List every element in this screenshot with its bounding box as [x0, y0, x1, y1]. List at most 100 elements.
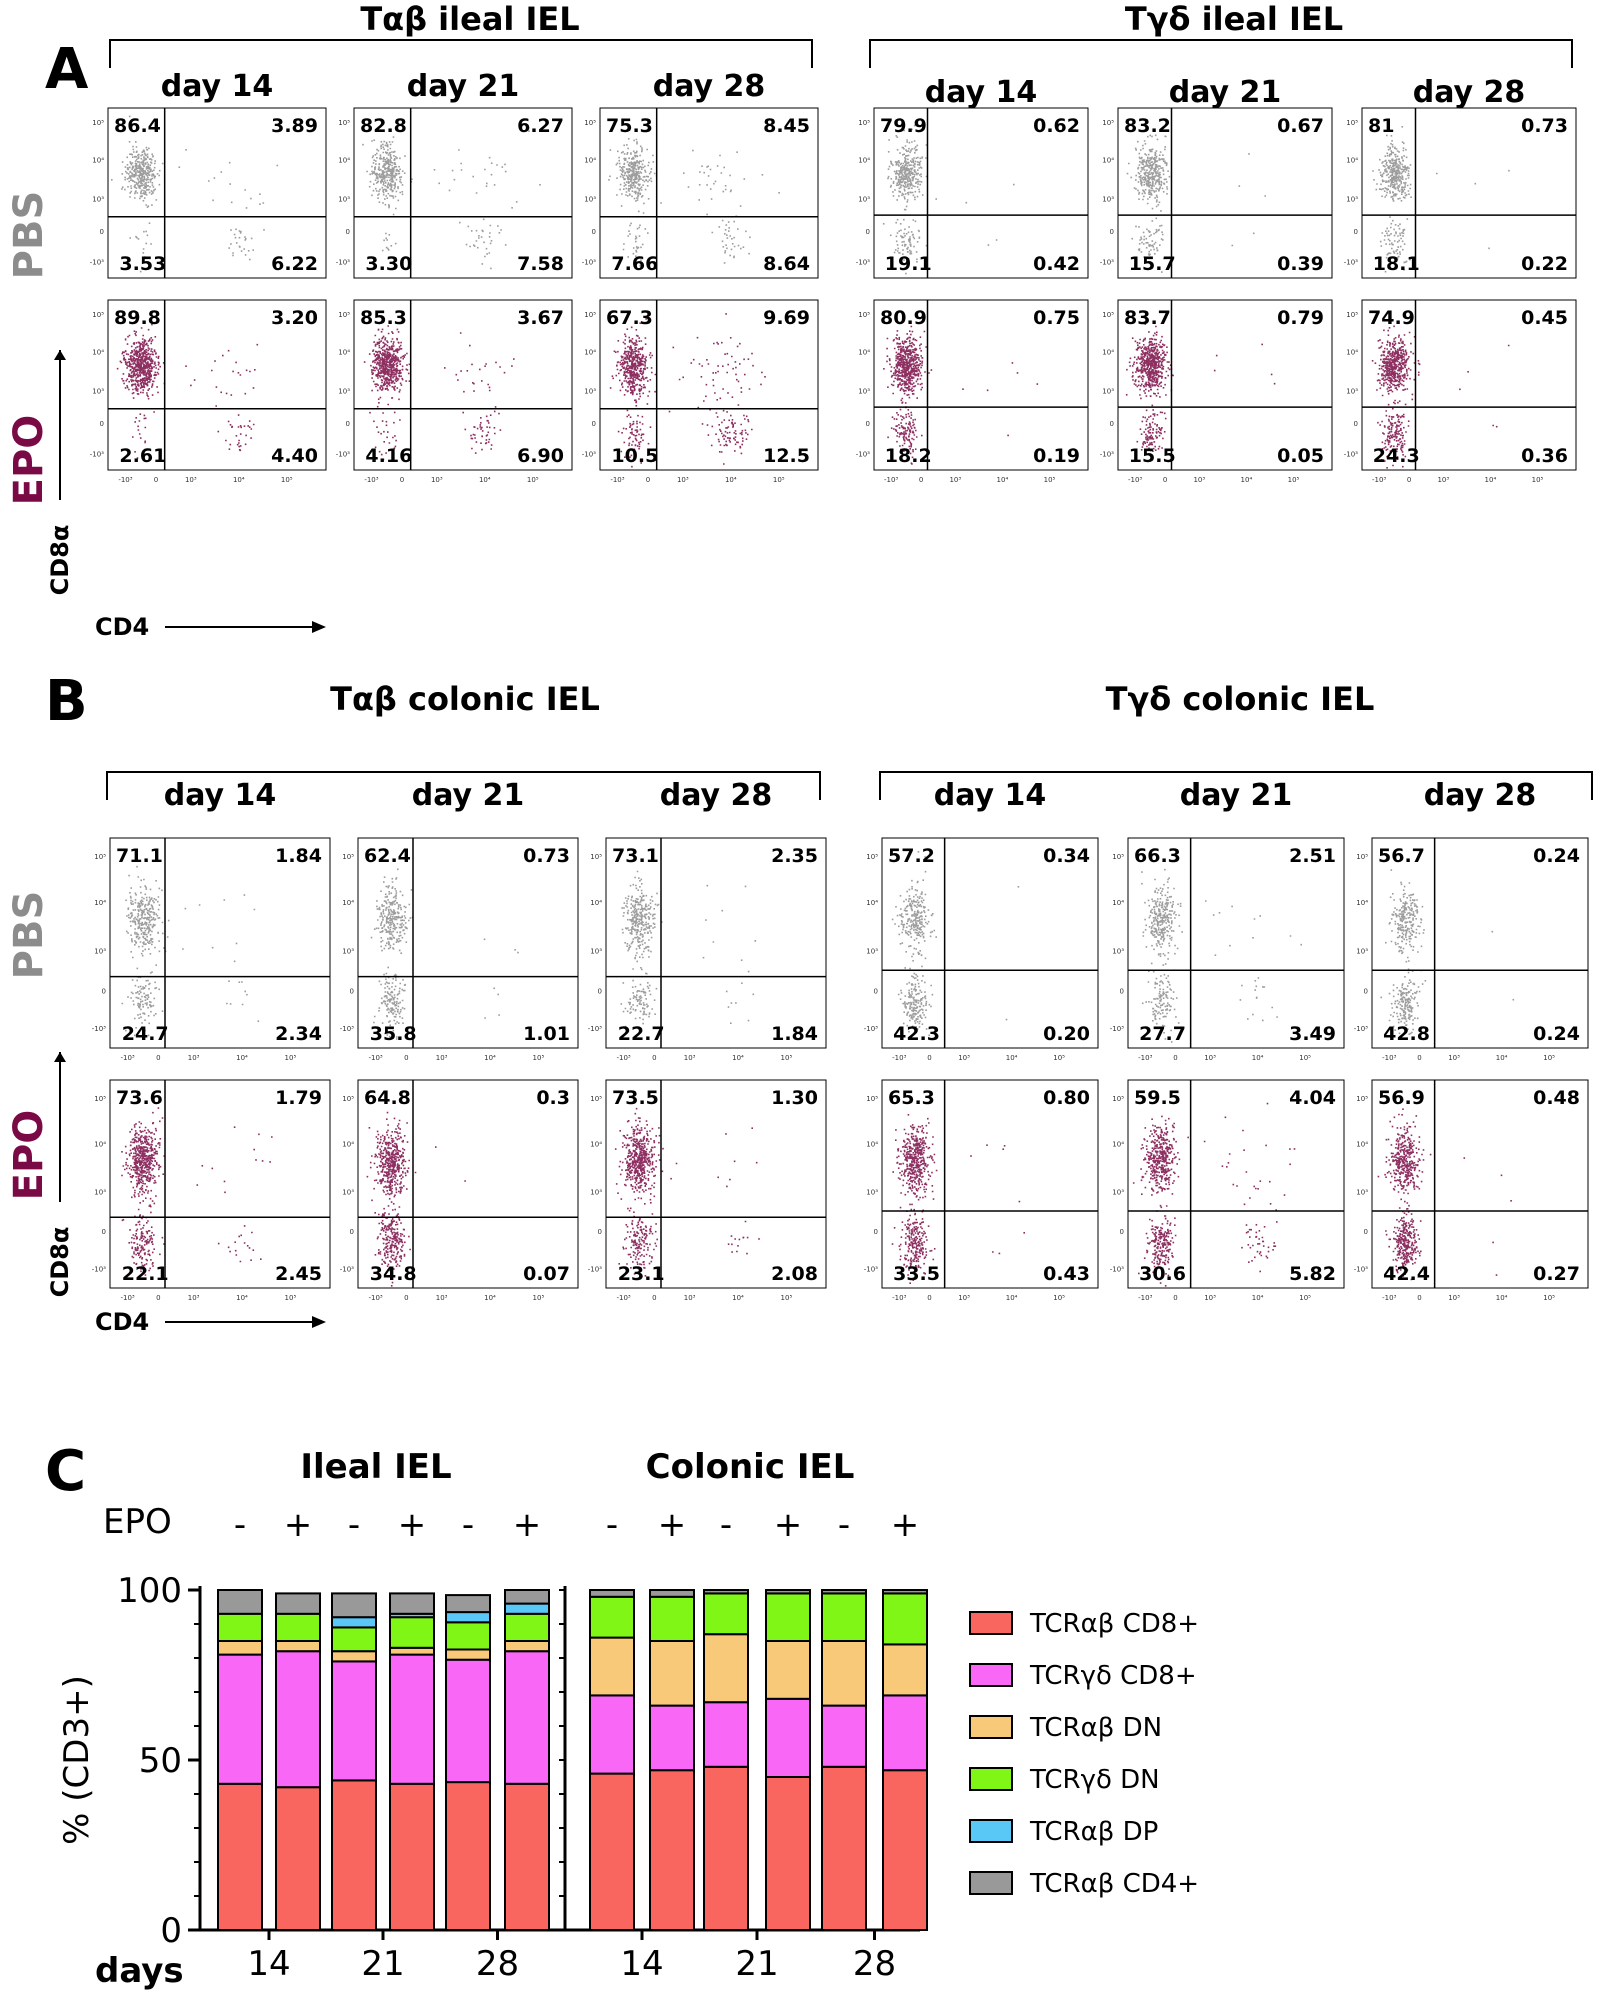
y-tick-label: 10³ — [92, 388, 104, 396]
x-arrow-head — [312, 1316, 326, 1328]
quadrant-value-ur: 1.84 — [275, 845, 322, 867]
y-tick-label: 10⁵ — [338, 119, 350, 127]
y-tick-label: 10⁵ — [92, 311, 104, 319]
row-label-epo: EPO — [6, 1110, 52, 1201]
bar-segment-2 — [589, 1636, 635, 1697]
quadrant-value-ul: 85.3 — [360, 307, 407, 329]
day-label: day 14 — [164, 778, 277, 813]
bar-segment-3 — [331, 1626, 377, 1653]
quadrant-value-ur: 0.75 — [1033, 307, 1080, 329]
x-tick-label: 10³ — [1437, 476, 1449, 484]
y-tick-label: -10³ — [1344, 450, 1358, 458]
quadrant-value-ll: 15.5 — [1129, 445, 1176, 467]
y-tick-label: 10⁵ — [1346, 311, 1358, 319]
y-tick-label: -10³ — [1100, 258, 1114, 266]
flow-dots — [121, 865, 260, 1037]
quadrant-value-ul: 74.9 — [1368, 307, 1415, 329]
plot-frame — [881, 1079, 1099, 1289]
quadrant-value-ll: 35.8 — [370, 1023, 417, 1045]
y-tick-label: 0 — [102, 987, 106, 995]
y-tick-label: 10³ — [858, 196, 870, 204]
quadrant-value-lr: 2.45 — [275, 1263, 322, 1285]
x-tick-label: 10⁵ — [285, 1294, 297, 1302]
y-tick-label: 10³ — [1102, 388, 1114, 396]
y-tick-label: 10⁴ — [338, 156, 350, 164]
quadrant-value-ul: 73.5 — [612, 1087, 659, 1109]
x-tick-label: 10³ — [958, 1294, 970, 1302]
plot-frame — [605, 837, 827, 1049]
legend-label: TCRαβ DP — [1029, 1817, 1158, 1847]
y-tick-label: 10³ — [866, 948, 878, 956]
quadrant-value-ll: 42.4 — [1383, 1263, 1430, 1285]
colonic-section: B Tαβ colonic IEL day 14 10⁵ 10⁴ 10³ 0 -10³ -10³… — [6, 669, 1593, 1336]
y-tick-label: 10³ — [1356, 948, 1368, 956]
x-tick-label: 10⁴ — [1485, 476, 1497, 484]
flow-dots — [121, 1107, 273, 1276]
x-tick-label: 0 — [404, 1054, 408, 1062]
y-tick-label: 10⁴ — [1356, 1141, 1368, 1149]
x-tick-label: -10³ — [1138, 1054, 1152, 1062]
y-tick-label: 10³ — [590, 948, 602, 956]
x-tick-label: 10⁴ — [484, 1294, 496, 1302]
y-tick-label: 100 — [117, 1571, 182, 1611]
quadrant-value-ll: 27.7 — [1139, 1023, 1186, 1045]
y-tick-label: 10³ — [1102, 196, 1114, 204]
x-tick-label: 21 — [361, 1944, 404, 1984]
y-tick-label: 10³ — [342, 948, 354, 956]
quadrant-value-lr: 1.84 — [771, 1023, 818, 1045]
flow-dots — [363, 325, 515, 461]
y-tick-label: 0 — [598, 1228, 602, 1236]
y-tick-label: 0 — [346, 420, 350, 428]
x-tick-label: 10⁴ — [1252, 1054, 1264, 1062]
epo-flag: - — [462, 1505, 474, 1545]
x-tick-label: 10³ — [1204, 1294, 1216, 1302]
quadrant-value-lr: 6.22 — [271, 253, 318, 275]
x-tick-label: 28 — [476, 1944, 519, 1984]
bar-segment-1 — [589, 1694, 635, 1775]
y-tick-label: 10⁴ — [92, 156, 104, 164]
bar-segment-3 — [882, 1592, 928, 1646]
x-tick-label: 10⁵ — [285, 1054, 297, 1062]
bar-segment-5 — [389, 1592, 435, 1615]
quadrant-value-ll: 22.7 — [618, 1023, 665, 1045]
day-label: day 28 — [660, 778, 773, 813]
x-tick-label: 10³ — [431, 476, 443, 484]
quadrant-value-ll: 33.5 — [893, 1263, 940, 1285]
quadrant-value-lr: 0.39 — [1277, 253, 1324, 275]
epo-label: EPO — [103, 1502, 172, 1542]
flow-plot: 10⁵ 10⁴ 10³ 0 -10³ -10³ 0 10³ 10⁴ 10⁵ 83.7 0.79 15.5… — [1100, 299, 1333, 484]
bar-segment-2 — [389, 1646, 435, 1656]
x-tick-label: 10⁴ — [725, 476, 737, 484]
x-tick-label: -10³ — [616, 1294, 630, 1302]
flow-dots — [891, 1114, 1025, 1284]
y-tick-label: -10³ — [582, 450, 596, 458]
plot-frame — [353, 107, 573, 279]
x-tick-label: -10³ — [610, 476, 624, 484]
y-tick-label: 10⁵ — [94, 853, 106, 861]
epo-flag: - — [720, 1505, 732, 1545]
flow-dots — [883, 325, 1039, 465]
bar-segment-3 — [765, 1592, 811, 1643]
quadrant-value-ll: 15.7 — [1129, 253, 1176, 275]
y-tick-label: 10⁵ — [338, 311, 350, 319]
y-tick-label: 10⁵ — [94, 1095, 106, 1103]
y-tick-label: 10⁵ — [1356, 853, 1368, 861]
y-tick-label: 10⁵ — [590, 1095, 602, 1103]
x-tick-label: -10³ — [120, 1294, 134, 1302]
y-tick-label: 10³ — [590, 1188, 602, 1196]
quadrant-value-lr: 0.43 — [1043, 1263, 1090, 1285]
flow-dots — [609, 313, 766, 468]
quadrant-value-ur: 3.67 — [517, 307, 564, 329]
legend-swatch — [969, 1611, 1013, 1635]
day-label: day 28 — [1413, 75, 1526, 110]
quadrant-value-ul: 67.3 — [606, 307, 653, 329]
x-tick-label: 0 — [156, 1054, 160, 1062]
bar-segment-2 — [649, 1640, 695, 1707]
y-tick-label: 10⁵ — [1346, 119, 1358, 127]
quadrant-value-ul: 56.9 — [1378, 1087, 1425, 1109]
x-tick-label: 10³ — [1193, 476, 1205, 484]
x-tick-label: 10³ — [684, 1054, 696, 1062]
plot-frame — [1127, 837, 1345, 1049]
quadrant-value-lr: 8.64 — [763, 253, 810, 275]
bar-segment-3 — [445, 1621, 491, 1651]
